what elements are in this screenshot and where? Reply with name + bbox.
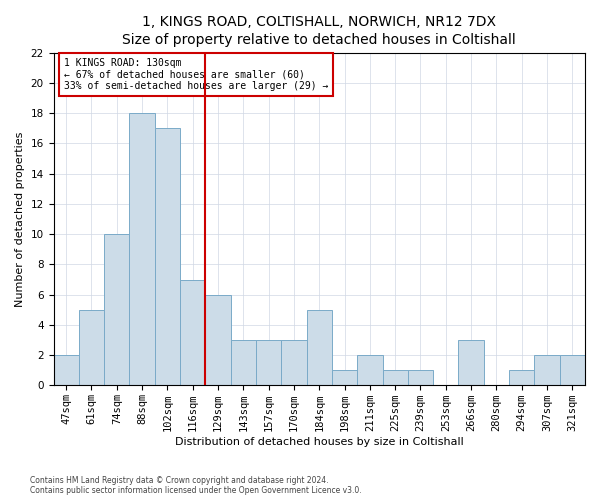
Bar	[357, 355, 383, 386]
Bar	[79, 310, 104, 386]
Bar	[104, 234, 130, 386]
Bar	[509, 370, 535, 386]
Title: 1, KINGS ROAD, COLTISHALL, NORWICH, NR12 7DX
Size of property relative to detach: 1, KINGS ROAD, COLTISHALL, NORWICH, NR12…	[122, 15, 516, 48]
Bar	[180, 280, 205, 386]
Bar	[256, 340, 281, 386]
Bar	[560, 355, 585, 386]
Y-axis label: Number of detached properties: Number of detached properties	[15, 132, 25, 307]
Text: 1 KINGS ROAD: 130sqm
← 67% of detached houses are smaller (60)
33% of semi-detac: 1 KINGS ROAD: 130sqm ← 67% of detached h…	[64, 58, 329, 91]
X-axis label: Distribution of detached houses by size in Coltishall: Distribution of detached houses by size …	[175, 438, 464, 448]
Bar	[332, 370, 357, 386]
Bar	[130, 113, 155, 386]
Bar	[383, 370, 408, 386]
Bar	[458, 340, 484, 386]
Text: Contains HM Land Registry data © Crown copyright and database right 2024.
Contai: Contains HM Land Registry data © Crown c…	[30, 476, 362, 495]
Bar	[230, 340, 256, 386]
Bar	[155, 128, 180, 386]
Bar	[535, 355, 560, 386]
Bar	[281, 340, 307, 386]
Bar	[408, 370, 433, 386]
Bar	[205, 294, 230, 386]
Bar	[307, 310, 332, 386]
Bar	[53, 355, 79, 386]
